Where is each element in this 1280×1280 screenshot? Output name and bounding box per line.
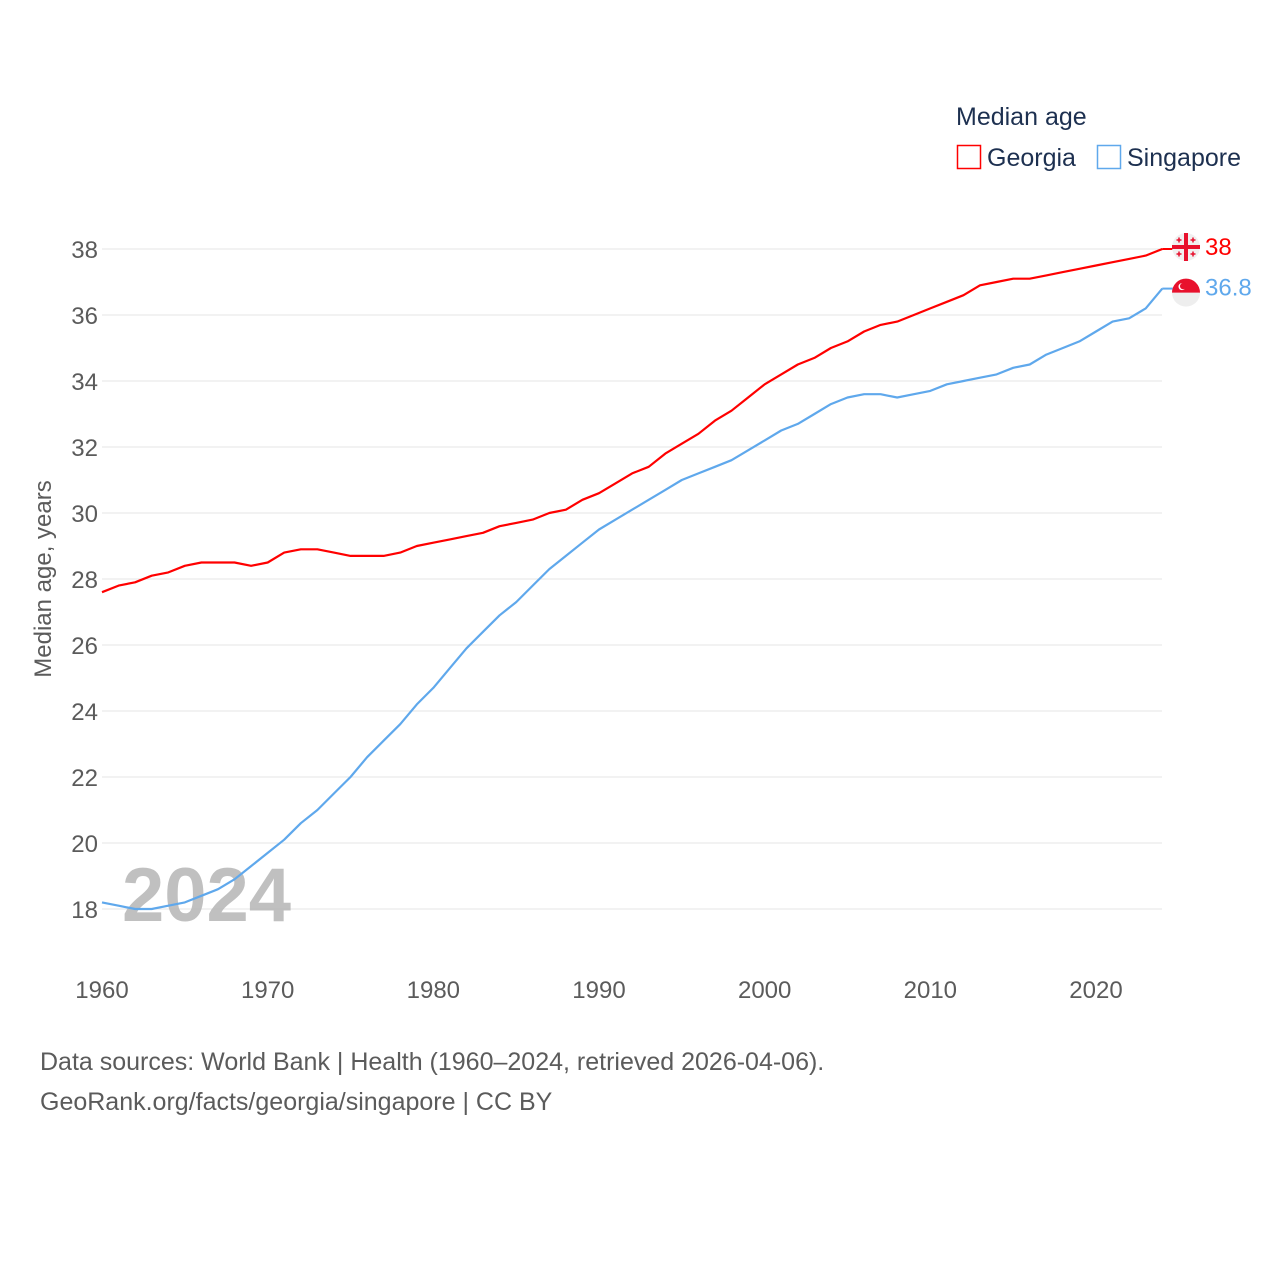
y-tick-label: 36: [71, 303, 98, 330]
end-labels: 38 36.8: [1162, 233, 1252, 307]
y-tick-label: 32: [71, 435, 98, 462]
legend-item-georgia[interactable]: Georgia: [956, 144, 1077, 172]
legend-label-georgia: Georgia: [987, 144, 1076, 172]
x-tick-label: 2010: [904, 977, 957, 1004]
y-tick-label: 38: [71, 237, 98, 264]
legend-swatch-georgia: [956, 144, 982, 170]
y-tick-label: 26: [71, 633, 98, 660]
x-tick-label: 2000: [738, 977, 791, 1004]
x-axis-ticks: 1960 1970 1980 1990 2000 2010 2020: [75, 977, 1122, 1004]
gridlines: [102, 248, 1162, 910]
legend-title: Median age: [956, 103, 1087, 131]
y-tick-label: 28: [71, 567, 98, 594]
legend-label-singapore: Singapore: [1127, 144, 1241, 172]
watermark-year: 2024: [122, 853, 291, 938]
x-tick-label: 1970: [241, 977, 294, 1004]
legend-item-singapore[interactable]: Singapore: [1096, 144, 1241, 172]
georgia-flag-icon: [1172, 233, 1200, 261]
y-tick-label: 24: [71, 699, 98, 726]
x-tick-label: 1980: [407, 977, 460, 1004]
y-axis-ticks: 18 20 22 24 26 28 30 32 34 36 38: [71, 237, 98, 924]
y-tick-label: 20: [71, 831, 98, 858]
y-tick-label: 30: [71, 501, 98, 528]
series-lines: [101, 247, 1164, 911]
y-axis-label: Median age, years: [30, 480, 57, 677]
data-source-note: Data sources: World Bank | Health (1960–…: [40, 1048, 825, 1076]
series-line-georgia: [101, 247, 1163, 594]
y-tick-label: 18: [71, 897, 98, 924]
x-tick-label: 2020: [1069, 977, 1122, 1004]
legend: Median age Georgia Singapore: [956, 103, 1241, 172]
singapore-flag-icon: [1172, 278, 1200, 307]
footer: Data sources: World Bank | Health (1960–…: [40, 1042, 824, 1122]
y-tick-label: 22: [71, 765, 98, 792]
y-tick-label: 34: [71, 369, 98, 396]
end-value-label-singapore: 36.8: [1205, 275, 1252, 302]
attribution-link[interactable]: GeoRank.org/facts/georgia/singapore | CC…: [40, 1088, 553, 1116]
legend-swatch-singapore: [1096, 144, 1122, 170]
x-tick-label: 1960: [75, 977, 128, 1004]
end-value-label-georgia: 38: [1205, 234, 1232, 261]
series-line-singapore: [101, 287, 1164, 911]
x-tick-label: 1990: [572, 977, 625, 1004]
